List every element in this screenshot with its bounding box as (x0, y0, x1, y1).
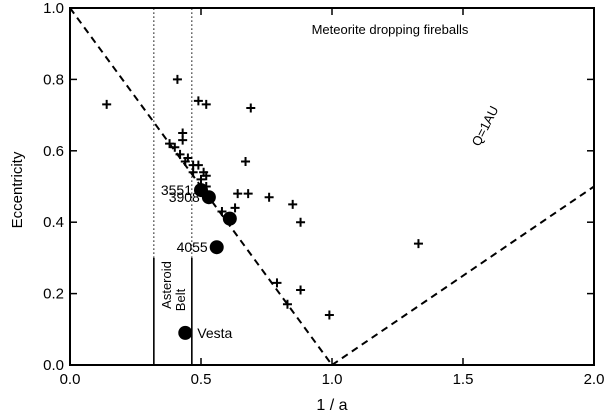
x-tick-label: 1.5 (453, 371, 474, 388)
fireball-point (272, 278, 282, 288)
aphelion-1au-line (331, 185, 595, 366)
x-tick-label: 0.0 (60, 371, 81, 388)
fireball-point (193, 160, 203, 170)
fireball-point (413, 239, 423, 249)
fireball-point (193, 96, 203, 106)
fireball-point (201, 171, 211, 181)
y-tick-label: 0.4 (43, 214, 64, 231)
fireball-point (233, 189, 243, 199)
x-tick-label: 2.0 (584, 371, 604, 388)
fireball-point (246, 103, 256, 113)
fireball-point (296, 217, 306, 227)
fireball-point (296, 285, 306, 295)
fireball-point (196, 174, 206, 184)
x-tick-label: 1.0 (322, 371, 343, 388)
fireball-point (288, 199, 298, 209)
chart-title: Meteorite dropping fireballs (312, 22, 469, 37)
fireball-point (180, 157, 190, 167)
meteorite-label: 4055 (177, 239, 208, 255)
x-axis-label: 1 / a (316, 397, 347, 414)
fireball-point (165, 139, 175, 149)
fireball-point (178, 135, 188, 145)
fireball-point (324, 310, 334, 320)
fireball-point (217, 206, 227, 216)
meteorite-point (209, 240, 224, 255)
y-tick-label: 1.0 (43, 0, 64, 17)
fireball-point (264, 192, 274, 202)
y-tick-label: 0.0 (43, 357, 64, 374)
plot-frame (69, 7, 595, 366)
x-tick-label: 0.5 (191, 371, 212, 388)
fireball-point (230, 203, 240, 213)
meteorite-point (178, 325, 193, 340)
meteorite-point (201, 190, 216, 205)
fireball-point (282, 299, 292, 309)
asteroid-belt-label-line2: Belt (173, 288, 188, 311)
fireball-point (243, 189, 253, 199)
fireball-point (201, 99, 211, 109)
fireball-point (102, 99, 112, 109)
meteorite-label: Vesta (197, 325, 232, 341)
meteorite-point (222, 211, 237, 226)
y-tick-label: 0.2 (43, 286, 64, 303)
fireball-point (172, 74, 182, 84)
q-1au-line-label: Q=1AU (469, 103, 502, 148)
asteroid-belt-label-line1: Asteroid (159, 261, 174, 309)
fireball-point (170, 142, 180, 152)
y-axis-label: Eccentricity (9, 151, 26, 228)
y-tick-label: 0.8 (43, 71, 64, 88)
fireball-point (241, 157, 251, 167)
fireball-point (188, 167, 198, 177)
meteorite-label: 3908 (169, 189, 200, 205)
fireball-point (175, 149, 185, 159)
meteorite-label: 3551 (161, 182, 192, 198)
y-tick-label: 0.6 (43, 143, 64, 160)
